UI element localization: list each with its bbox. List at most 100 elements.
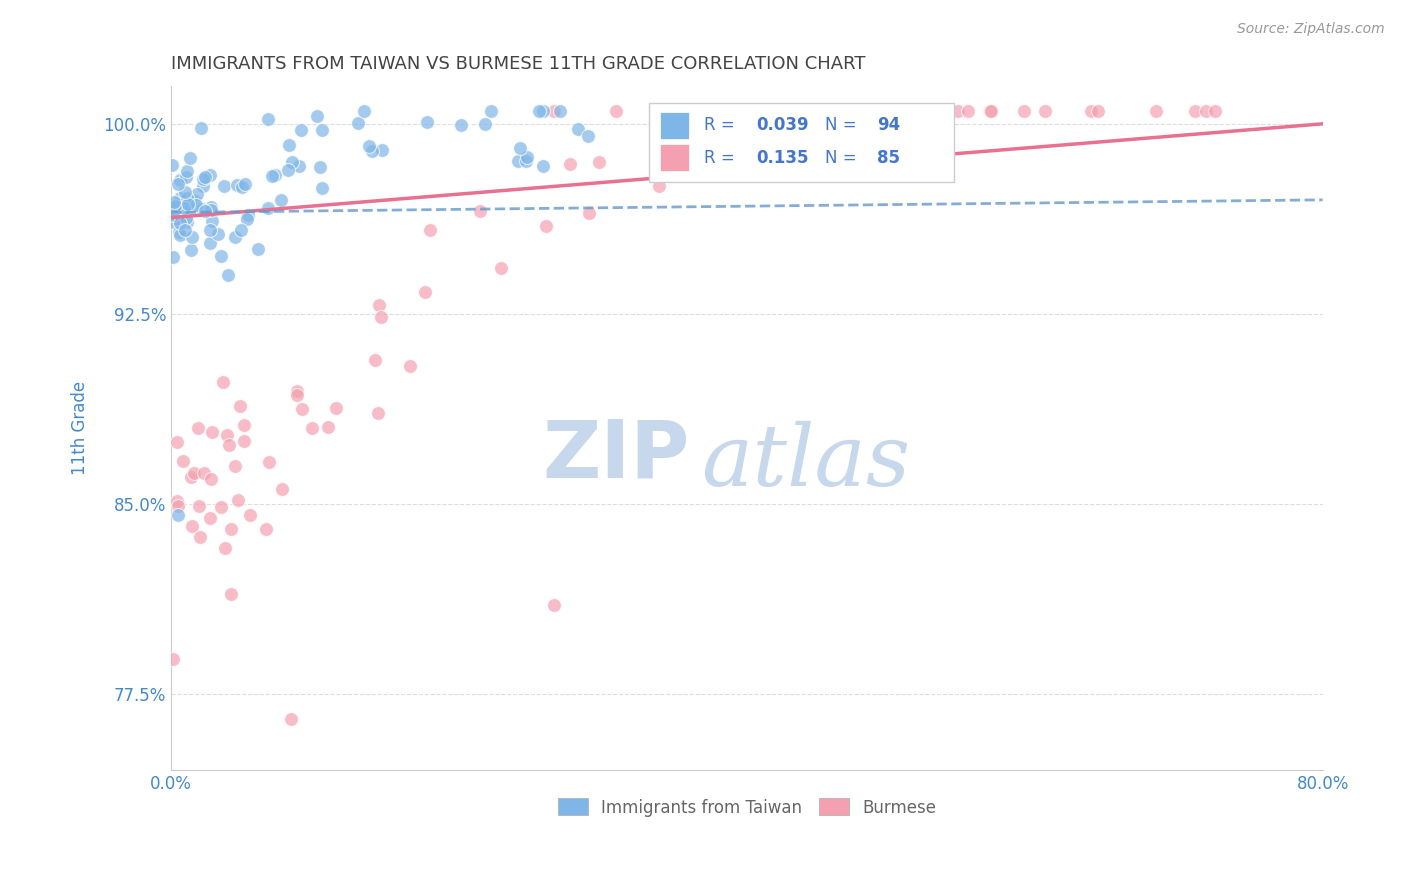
Point [193,467,215,481]
Point [367,406,389,420]
Point [218,438,240,452]
Point [1012,104,1035,119]
Point [200,223,222,237]
Point [1184,104,1206,119]
Text: 85: 85 [877,149,900,167]
Point [169,201,191,215]
Point [174,211,197,226]
Point [934,104,956,119]
Text: ZIP: ZIP [541,417,689,494]
Point [1144,104,1167,119]
Point [588,154,610,169]
Point [201,425,224,440]
Point [194,170,217,185]
Point [527,104,550,119]
Point [219,522,242,536]
Point [688,104,710,119]
Point [167,508,190,522]
Point [176,164,198,178]
Point [236,208,259,222]
Point [305,109,328,123]
Point [212,178,235,193]
Text: 0.135: 0.135 [756,149,808,167]
Point [531,104,554,119]
Point [1035,104,1057,119]
Point [761,104,783,119]
Point [257,455,280,469]
Text: 94: 94 [877,117,900,135]
Point [169,228,191,243]
Point [163,207,186,221]
Point [281,154,304,169]
Point [162,158,184,172]
Point [194,204,217,219]
Point [450,118,472,132]
Point [650,104,672,119]
Point [224,229,246,244]
Point [398,359,420,373]
Point [186,187,208,202]
Point [290,123,312,137]
Point [311,181,333,195]
Point [184,197,207,211]
Point [479,104,502,119]
Point [256,522,278,536]
Point [506,154,529,169]
Point [1087,104,1109,119]
Text: R =: R = [704,117,740,135]
Point [683,107,706,121]
Point [415,115,437,129]
Point [956,104,979,119]
Point [468,204,491,219]
Point [191,179,214,194]
Point [233,418,256,433]
Point [176,191,198,205]
Point [367,298,389,312]
Point [474,118,496,132]
Point [287,388,309,402]
Point [180,469,202,483]
Point [174,169,197,184]
Point [173,201,195,215]
Point [721,104,744,119]
Point [198,236,221,251]
Point [200,168,222,182]
Point [578,206,600,220]
Point [181,230,204,244]
Point [699,104,721,119]
Text: Source: ZipAtlas.com: Source: ZipAtlas.com [1237,22,1385,37]
Point [695,104,717,119]
Point [162,215,184,229]
Point [236,211,259,226]
Point [543,599,565,613]
Point [191,202,214,217]
Point [246,242,269,256]
Point [162,209,184,223]
Text: R =: R = [704,149,740,167]
Point [316,420,339,434]
Point [173,185,195,199]
Point [209,249,232,263]
Point [231,179,253,194]
Point [166,494,188,508]
Point [200,511,222,525]
Legend: Immigrants from Taiwan, Burmese: Immigrants from Taiwan, Burmese [551,792,942,823]
Point [311,122,333,136]
Point [1204,104,1226,119]
Point [228,399,250,413]
Point [509,141,531,155]
Point [187,500,209,514]
Point [167,198,190,212]
Point [163,195,186,210]
Point [165,204,187,219]
Point [353,104,375,119]
Text: atlas: atlas [700,421,910,503]
Point [179,151,201,165]
Point [180,518,202,533]
Point [1080,104,1102,119]
Point [301,421,323,435]
Point [162,652,184,666]
Point [183,466,205,480]
Point [291,401,314,416]
Point [605,104,627,119]
